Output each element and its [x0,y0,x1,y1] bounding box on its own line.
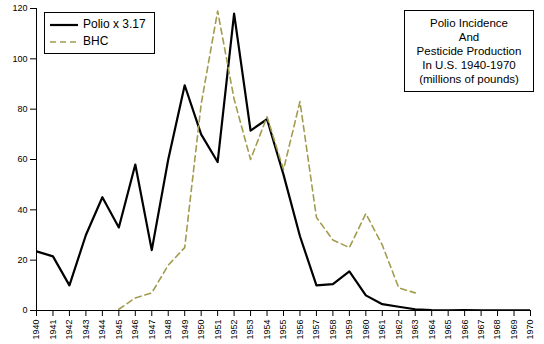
svg-text:1951: 1951 [213,320,223,340]
svg-text:1942: 1942 [64,320,74,340]
svg-text:1947: 1947 [147,320,157,340]
svg-text:1964: 1964 [427,320,437,340]
svg-text:1952: 1952 [229,320,239,340]
svg-text:1959: 1959 [344,320,354,340]
html-text:BHC: BHC [83,34,109,48]
svg-text:1963: 1963 [410,320,420,340]
svg-text:1953: 1953 [245,320,255,340]
svg-text:1966: 1966 [460,320,470,340]
svg-text:1949: 1949 [180,320,190,340]
svg-text:1950: 1950 [196,320,206,340]
svg-text:1958: 1958 [328,320,338,340]
svg-text:1967: 1967 [476,320,486,340]
svg-text:1970: 1970 [525,320,535,340]
svg-text:1940: 1940 [31,320,41,340]
svg-text:1946: 1946 [130,320,140,340]
svg-text:1955: 1955 [278,320,288,340]
svg-text:1960: 1960 [361,320,371,340]
svg-text:1962: 1962 [394,320,404,340]
svg-text:1941: 1941 [48,320,58,340]
svg-text:1969: 1969 [509,320,519,340]
svg-text:80: 80 [17,104,27,114]
svg-text:60: 60 [17,154,27,164]
svg-text:1961: 1961 [377,320,387,340]
svg-text:1957: 1957 [311,320,321,340]
svg-text:100: 100 [12,54,27,64]
html-text:Polio x 3.17: Polio x 3.17 [83,17,146,31]
svg-text:1954: 1954 [262,320,272,340]
svg-text:1948: 1948 [163,320,173,340]
svg-text:0: 0 [22,305,27,315]
svg-text:1945: 1945 [114,320,124,340]
html-text:Polio Incidence And Pesticide: Polio Incidence And Pesticide Production… [416,17,522,85]
svg-text:1968: 1968 [492,320,502,340]
svg-text:120: 120 [12,3,27,13]
svg-text:1944: 1944 [97,320,107,340]
svg-text:1956: 1956 [295,320,305,340]
svg-text:20: 20 [17,255,27,265]
svg-text:1965: 1965 [443,320,453,340]
svg-text:40: 40 [17,205,27,215]
svg-text:1943: 1943 [81,320,91,340]
